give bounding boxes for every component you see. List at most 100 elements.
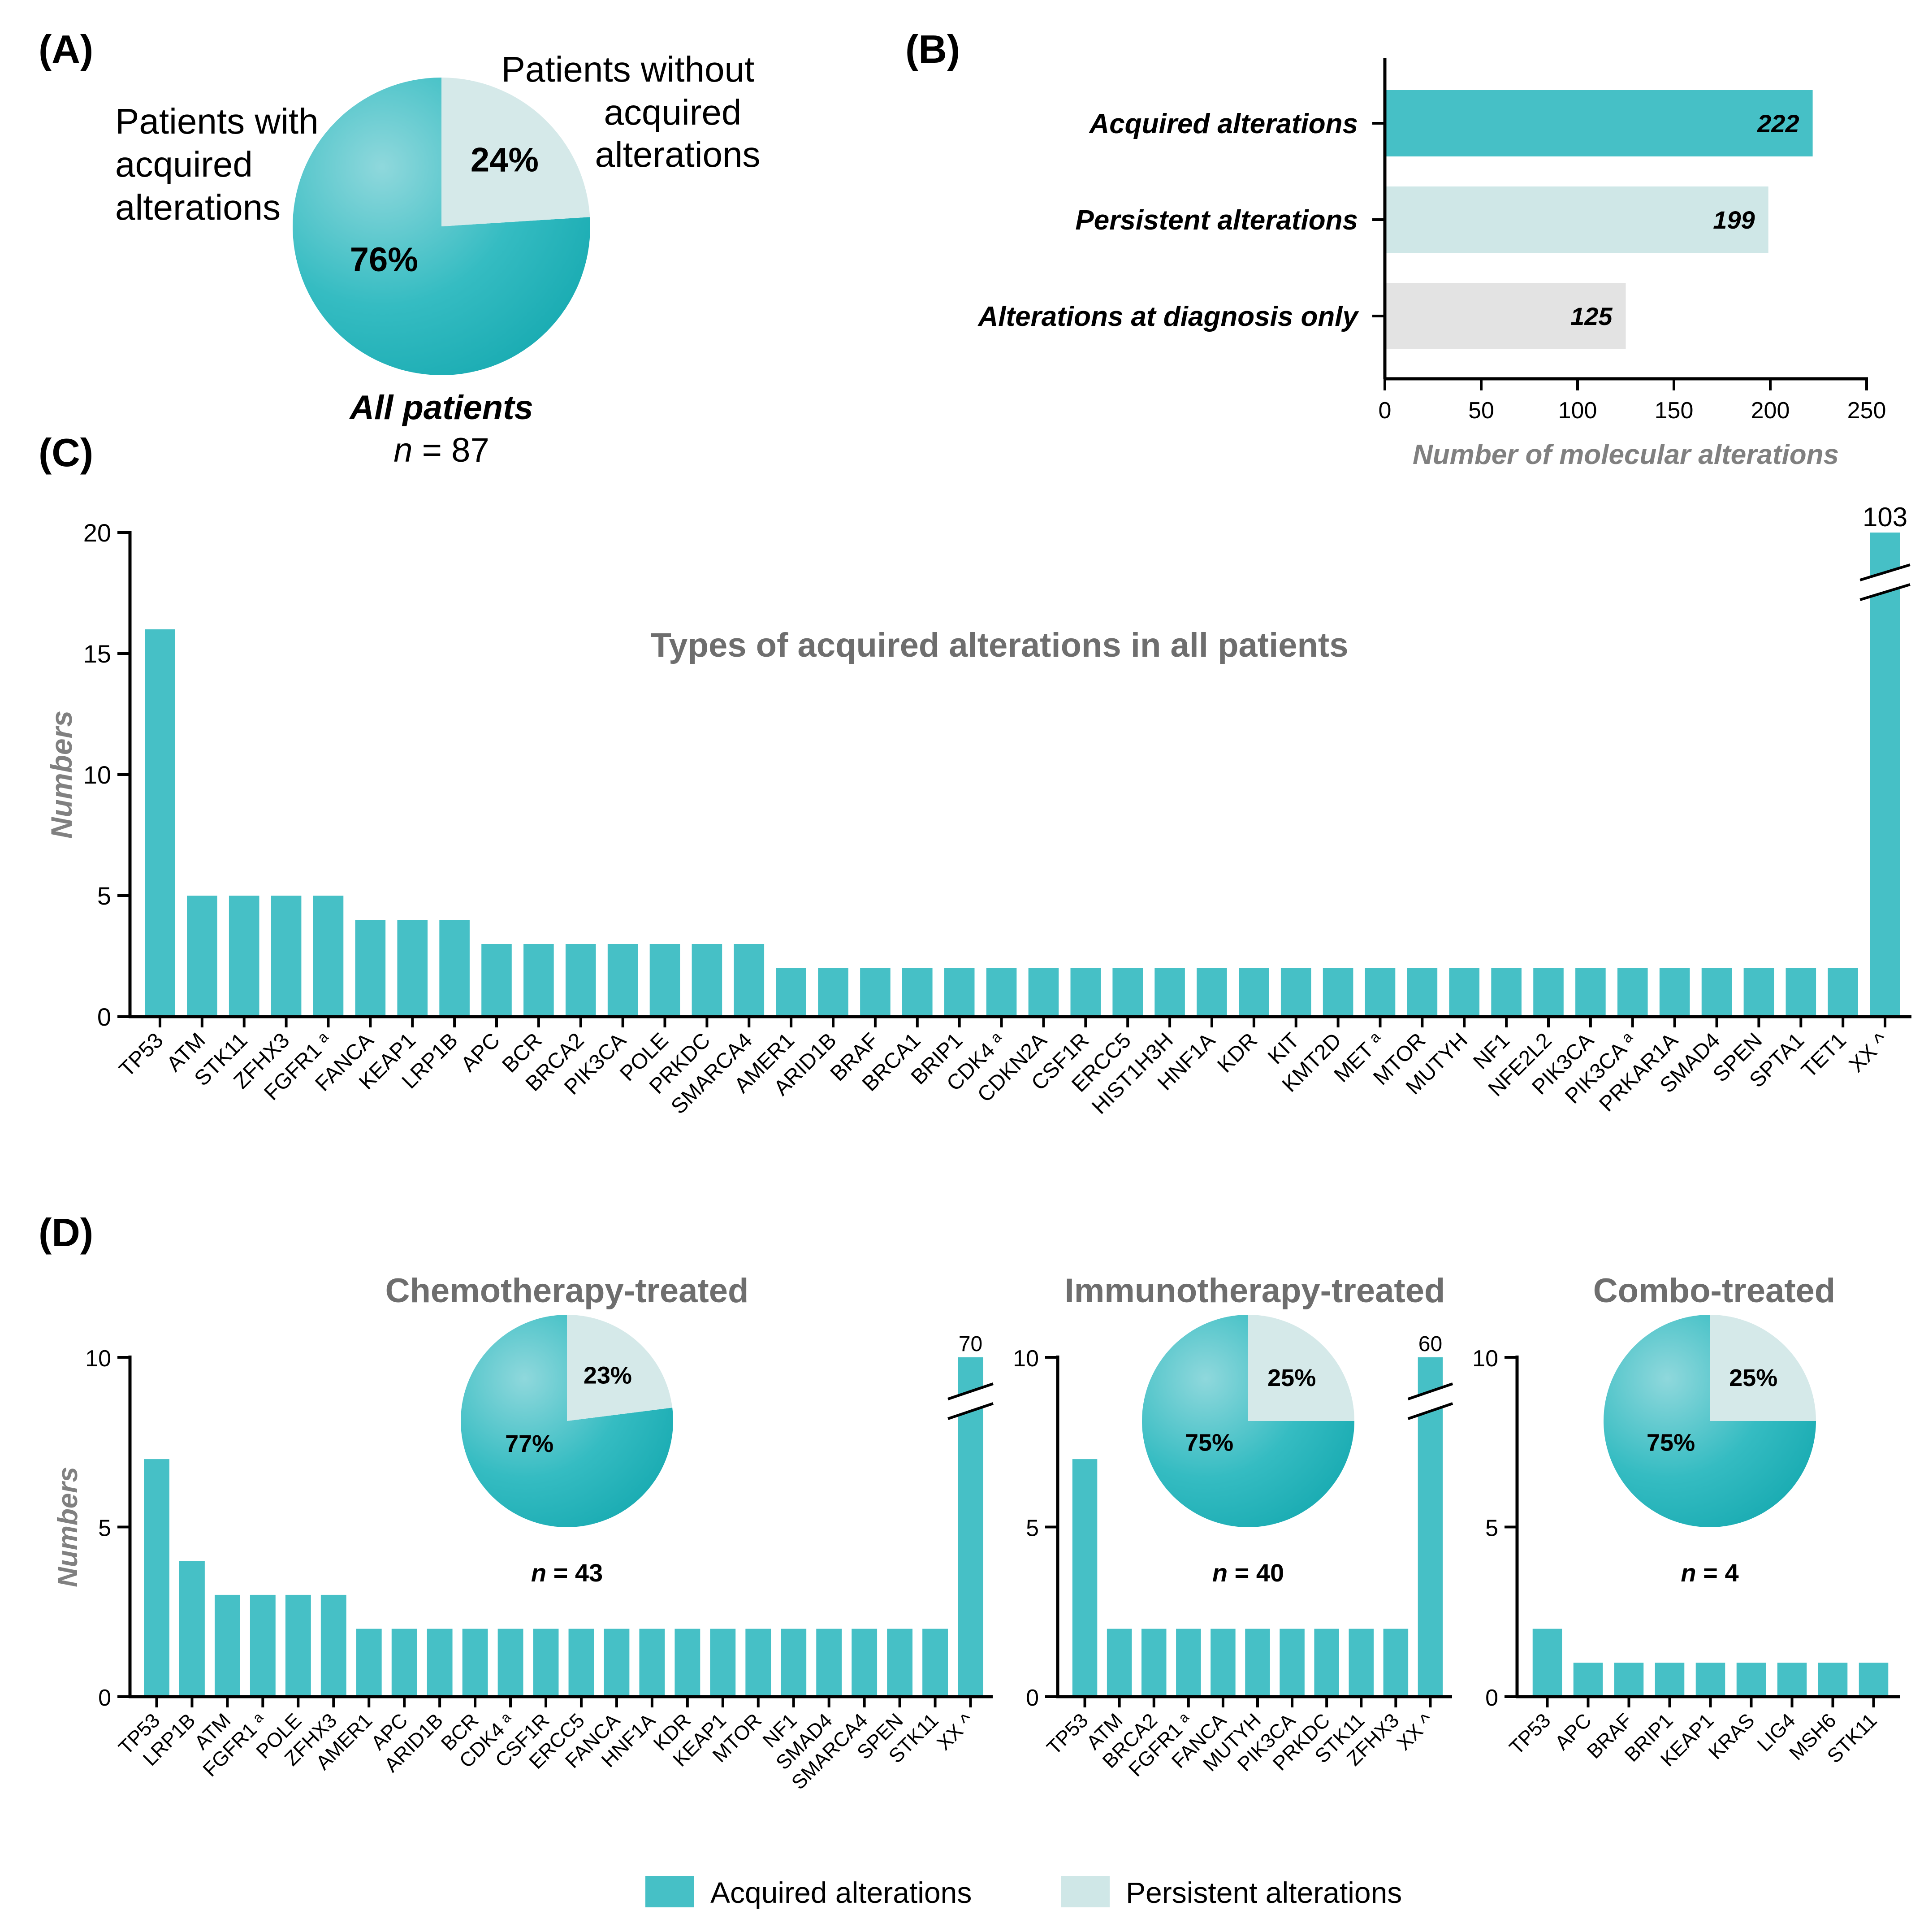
chart-d2-bar-tp53 (1072, 1459, 1098, 1697)
chart-d1-ytick-label-10: 10 (85, 1346, 111, 1372)
chart-d3-pie-pct-acquired-alterations: 75% (1647, 1429, 1695, 1456)
callout-without-line-1: Patients without (502, 49, 755, 89)
chart-d3-pie-pct-persistent-alterations: 25% (1729, 1365, 1777, 1391)
pie-a-n: n = 87 (393, 431, 489, 469)
callout-without-line-2: acquired (604, 92, 741, 132)
chart-d1-bar-tp53 (144, 1459, 169, 1697)
pie-a-n-rest: = 87 (413, 431, 489, 469)
chart-d1-bar-fanca (604, 1629, 630, 1697)
chart-c-ylabel: Numbers (45, 710, 78, 839)
chart-d2-bar-zfhx3 (1383, 1629, 1409, 1697)
chart-d2-axis-break-line (1407, 1402, 1453, 1420)
chart-c-bar-fgfr1 (313, 896, 344, 1017)
chart-d1-bar-cdk4 (497, 1629, 523, 1697)
chart-b-bar-persistent-alterations (1385, 186, 1768, 253)
pie-d2-n-rest: = 40 (1228, 1559, 1284, 1587)
chart-d1-ytick-label-5: 5 (98, 1516, 111, 1542)
chart-c-bar-amer1 (776, 968, 806, 1017)
chart-b-value-alterations-at-diagnosis-only: 125 (1570, 302, 1613, 330)
chart-b-xtick-label-150: 150 (1655, 398, 1694, 424)
chart-d1-pie-slice-persistent-alterations (567, 1315, 673, 1421)
chart-d2-axis-break-gap (1408, 1384, 1453, 1419)
chart-d3-bar-msh6 (1818, 1663, 1848, 1697)
chart-d3-category-tp53: TP53 (1505, 1709, 1555, 1759)
chart-c-bar-nfe2l2 (1533, 968, 1564, 1017)
pie-a-callout-without: Patients without acquired alterations (502, 49, 765, 174)
callout-with-line-1: Patients with (115, 101, 319, 141)
chart-d1-bar-fgfr1 (250, 1594, 276, 1697)
chart-c-category-tet1: TET1 (1797, 1028, 1850, 1082)
chart-c-axis-break-gap (1860, 565, 1910, 600)
pie-a-n-italic: n (393, 431, 412, 469)
panel-a-label: (A) (39, 27, 93, 71)
chart-c-bar-keap1 (397, 920, 428, 1017)
chart-d1-bar-spen (887, 1629, 913, 1697)
chart-d2-title: Immunotherapy-treated (1065, 1272, 1445, 1310)
legend: Acquired alterations Persistent alterati… (645, 1876, 1402, 1909)
chart-c-bar-smarca4 (734, 944, 765, 1017)
pie-d2-n: n = 40 (1212, 1559, 1284, 1587)
panel-d-label: (D) (39, 1210, 93, 1255)
pie-d2-n-italic: n (1212, 1559, 1228, 1587)
chart-c-ytick-label-20: 20 (83, 519, 111, 547)
chart-c-bar-apc (481, 944, 512, 1017)
chart-c-bar-csf1r (1070, 968, 1101, 1017)
chart-c-ytick-label-10: 10 (83, 761, 111, 789)
chart-b-xtick-label-50: 50 (1468, 398, 1494, 424)
pie-d3-n-rest: = 4 (1696, 1559, 1739, 1587)
chart-d3: TP53APCBRAFBRIP1KEAP1KRASLIG4MSH6STK1105… (1472, 1315, 1900, 1771)
chart-c-bar-pik3ca (1617, 968, 1648, 1017)
chart-c-axis-break-line (1859, 563, 1911, 581)
chart-d3-bar-apc (1573, 1663, 1603, 1697)
pie-a-slice-patients-without-acquired-alterations (441, 78, 590, 226)
chart-d3-bar-braf (1614, 1663, 1644, 1697)
chart-d2-bar-fgfr1 (1176, 1629, 1201, 1697)
chart-d2-axis-break-line (1407, 1382, 1453, 1400)
panel-b-label: (B) (905, 27, 960, 71)
chart-c-bar-zfhx3 (271, 896, 302, 1017)
chart-d3-ytick-label-5: 5 (1485, 1516, 1498, 1542)
chart-d1-value-xx: 70 (959, 1332, 982, 1356)
chart-d2-inset-pie: 25% 75% (1142, 1315, 1354, 1527)
chart-c-bar-ercc5 (1112, 968, 1143, 1017)
callout-with-line-2: acquired (115, 144, 253, 184)
legend-swatch-acquired (645, 1876, 694, 1907)
chart-d1-pie-pct-acquired-alterations: 77% (505, 1430, 553, 1457)
chart-c-bar-bcr (523, 944, 554, 1017)
chart-c-bar-xx (1870, 533, 1900, 1017)
chart-d3-category-kras: KRAS (1704, 1709, 1759, 1764)
pie-d1-n: n = 43 (531, 1559, 603, 1587)
chart-c-bar-tet1 (1828, 968, 1858, 1017)
pie-d3-n-italic: n (1681, 1559, 1696, 1587)
pie-a-pct-patients-with-acquired-alterations: 76% (350, 241, 418, 279)
chart-d2-bar-brca2 (1141, 1629, 1167, 1697)
chart-b-bar-alterations-at-diagnosis-only (1385, 283, 1626, 349)
chart-d1-bar-amer1 (356, 1629, 382, 1697)
panel-c-label: (C) (39, 430, 93, 475)
chart-c-bar-mutyh (1449, 968, 1480, 1017)
chart-d3-ytick-label-0: 0 (1485, 1685, 1498, 1711)
chart-d2-bar-fanca (1211, 1629, 1236, 1697)
chart-d3-bar-keap1 (1695, 1663, 1725, 1697)
chart-c-bar-met (1365, 968, 1396, 1017)
chart-c-category-kdr: KDR (1213, 1028, 1262, 1077)
chart-d3-bar-kras (1736, 1663, 1766, 1697)
chart-d1-bar-nf1 (781, 1629, 807, 1697)
chart-c-bar-hnf1a (1197, 968, 1227, 1017)
chart-c-bar-brca2 (565, 944, 596, 1017)
chart-c-bar-kmt2d (1323, 968, 1353, 1017)
chart-c-bar-prkdc (692, 944, 722, 1017)
chart-c-bar-spta1 (1786, 968, 1816, 1017)
chart-d1-ytick-label-0: 0 (98, 1685, 111, 1711)
chart-b-xtick-label-0: 0 (1379, 398, 1392, 424)
chart-d1-bar-smad4 (816, 1629, 842, 1697)
pie-d1-n-rest: = 43 (546, 1559, 603, 1587)
chart-d1-bar-stk11 (922, 1629, 948, 1697)
chart-d1-inset-pie: 23% 77% (460, 1315, 673, 1527)
chart-c-bar-cdkn2a (1028, 968, 1059, 1017)
chart-c-category-xx: XX ^ (1845, 1028, 1893, 1077)
chart-d1-ylabel: Numbers (52, 1467, 83, 1587)
chart-c-bar-spen (1743, 968, 1774, 1017)
